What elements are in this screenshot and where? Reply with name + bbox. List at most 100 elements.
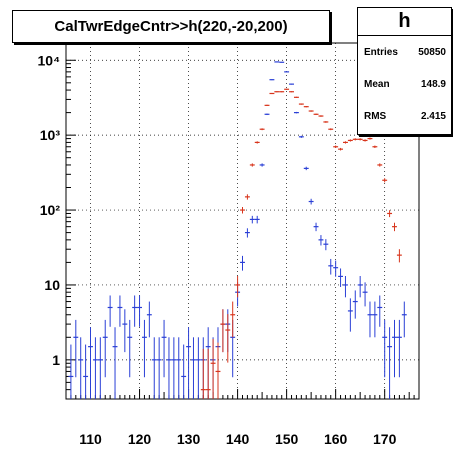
data-point: [151, 337, 157, 399]
data-point: [127, 319, 133, 378]
data-point: [274, 91, 280, 93]
data-point: [328, 258, 334, 275]
data-point: [181, 344, 187, 399]
data-point: [191, 337, 196, 399]
data-point: [392, 319, 397, 378]
data-point: [289, 91, 294, 93]
data-point: [141, 319, 147, 378]
data-point: [132, 295, 138, 327]
data-point: [347, 298, 353, 332]
data-point: [401, 301, 407, 338]
stats-row-mean: Mean 148.9: [358, 68, 451, 100]
data-point: [259, 163, 265, 167]
data-point: [254, 215, 260, 224]
data-point: [235, 276, 241, 298]
data-point: [117, 295, 123, 327]
x-tick-label: 150: [275, 431, 299, 447]
data-point: [333, 145, 339, 149]
data-point: [279, 91, 285, 93]
data-point: [97, 337, 103, 399]
data-point: [146, 301, 152, 338]
data-point: [293, 96, 299, 98]
data-point: [220, 309, 226, 353]
data-point: [367, 301, 373, 338]
data-point: [264, 104, 270, 107]
data-point: [284, 88, 290, 90]
data-point: [377, 163, 383, 167]
data-point: [88, 327, 93, 399]
x-tick-label: 120: [128, 431, 152, 447]
data-point: [215, 342, 221, 399]
data-point: [186, 327, 192, 399]
y-tick-label: 10³: [40, 127, 61, 143]
data-point: [343, 276, 348, 298]
data-point: [107, 295, 113, 327]
data-point: [357, 138, 363, 141]
data-point: [382, 178, 388, 183]
stats-histogram-name: h: [358, 8, 451, 36]
data-point: [333, 260, 339, 277]
data-point: [284, 71, 290, 73]
data-series: [68, 61, 407, 399]
data-point: [269, 92, 275, 95]
x-tick-label: 160: [324, 431, 348, 447]
data-point: [240, 206, 245, 214]
data-point: [264, 113, 270, 116]
data-point: [244, 194, 250, 200]
data-point: [73, 319, 79, 378]
data-point: [176, 337, 182, 399]
data-point: [318, 235, 324, 246]
x-tick-label: 110: [79, 431, 102, 447]
data-point: [240, 255, 245, 271]
y-tick-label: 1: [52, 352, 60, 368]
stats-box: h Entries 50850 Mean 148.9 RMS 2.415: [357, 7, 452, 135]
data-point: [338, 268, 344, 287]
data-point: [298, 103, 304, 105]
data-point: [68, 344, 74, 399]
data-point: [249, 215, 255, 224]
stats-rms-value: 2.415: [420, 110, 446, 122]
y-tick-label: 10: [44, 277, 60, 293]
data-point: [210, 338, 216, 399]
data-point: [328, 128, 334, 131]
stats-mean-value: 148.9: [420, 78, 446, 90]
data-point: [78, 337, 84, 399]
data-point: [274, 61, 280, 63]
data-point: [387, 210, 393, 218]
data-point: [112, 327, 118, 399]
data-point: [298, 135, 304, 138]
data-point: [352, 290, 358, 319]
histogram-title: CalTwrEdgeCntr>>h(220,-20,200): [12, 10, 330, 43]
data-point: [396, 319, 402, 378]
data-point: [259, 128, 265, 131]
data-point: [372, 145, 378, 149]
data-point: [303, 106, 309, 108]
stats-mean-label: Mean: [364, 78, 390, 90]
data-point: [396, 249, 402, 263]
data-point: [338, 147, 344, 151]
data-point: [323, 121, 329, 123]
data-point: [308, 198, 314, 205]
data-point: [254, 141, 260, 144]
x-tick-label: 140: [226, 431, 250, 447]
data-point: [83, 344, 89, 399]
data-point: [323, 239, 329, 251]
stats-entries-label: Entries: [364, 46, 398, 58]
data-point: [122, 309, 128, 353]
data-point: [92, 337, 98, 399]
y-tick-label: 10²: [40, 202, 61, 218]
data-point: [289, 83, 294, 85]
data-point: [352, 138, 358, 141]
data-point: [382, 319, 388, 378]
data-point: [318, 115, 324, 117]
data-point: [200, 348, 206, 399]
stats-row-rms: RMS 2.415: [358, 100, 451, 132]
y-tick-labels: 1 10 10² 10³ 10⁴: [38, 52, 61, 368]
data-point: [249, 163, 255, 167]
data-point: [171, 337, 177, 399]
data-point: [225, 314, 231, 363]
data-point: [347, 139, 353, 142]
data-point: [166, 337, 172, 399]
data-point: [102, 319, 108, 378]
